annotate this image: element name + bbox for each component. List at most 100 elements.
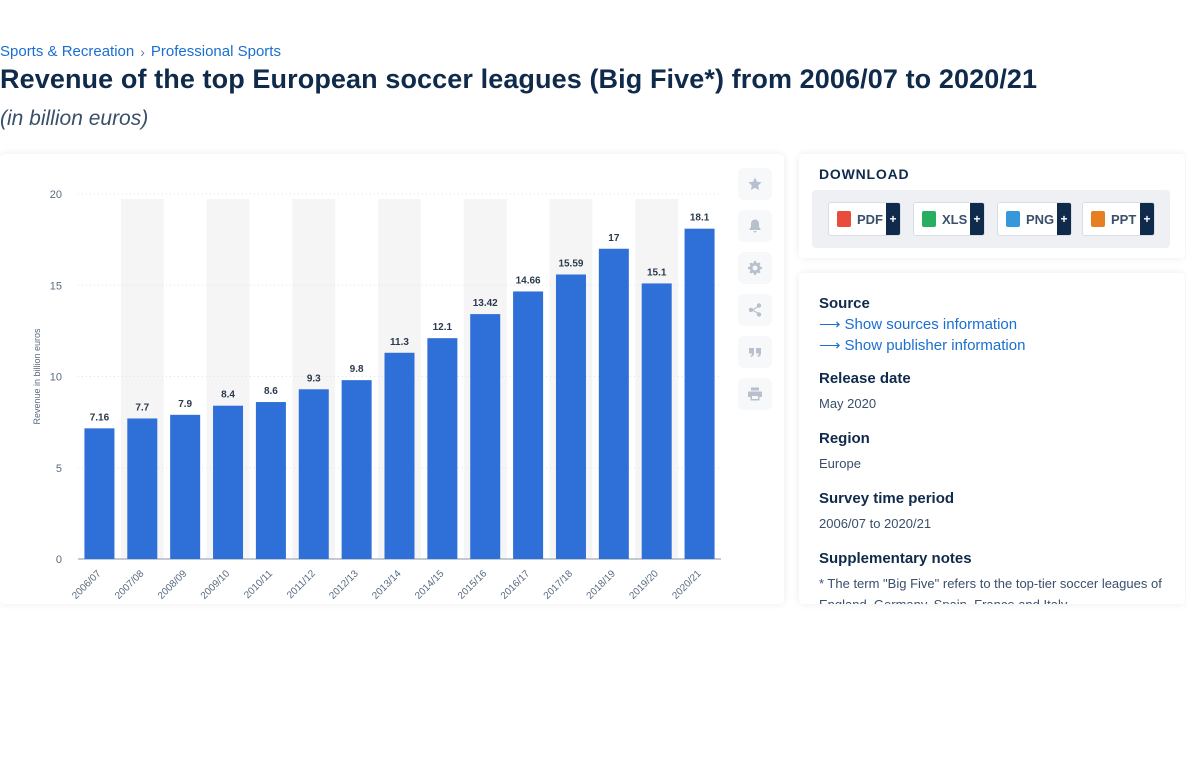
show-publisher-link[interactable]: ⟶ Show publisher information	[819, 336, 1169, 355]
data-label: 14.66	[516, 275, 541, 286]
x-tick-label: 2013/14	[370, 568, 404, 602]
download-xls-label: XLS	[942, 211, 968, 227]
bar-2009/10	[213, 405, 244, 559]
show-publisher-label: Show publisher information	[844, 336, 1026, 354]
y-tick-label: 10	[50, 372, 62, 384]
download-card: DOWNLOAD PDF + XLS + PNG + PPT +	[799, 154, 1185, 258]
supplementary-notes-heading: Supplementary notes	[819, 550, 972, 567]
x-tick-label: 2017/18	[542, 568, 576, 602]
download-xls-button[interactable]: XLS +	[913, 202, 985, 236]
bar-2016/17	[513, 291, 544, 559]
settings-button[interactable]	[738, 252, 772, 284]
statistic-info-card: Source ⟶ Show sources information ⟶ Show…	[799, 273, 1185, 604]
chart-toolbar	[738, 168, 772, 410]
data-label: 7.9	[178, 399, 192, 410]
page-subtitle: (in billion euros)	[0, 107, 149, 130]
x-tick-label: 2007/08	[113, 568, 147, 602]
x-tick-label: 2020/21	[670, 568, 704, 602]
xls-file-icon	[922, 211, 936, 227]
survey-period-section: Survey time period 2006/07 to 2020/21	[819, 490, 1169, 534]
cite-button[interactable]	[738, 336, 772, 368]
release-date-value: May 2020	[819, 396, 877, 411]
data-label: 12.1	[433, 322, 453, 333]
download-xls-plus: +	[970, 203, 984, 235]
show-sources-link[interactable]: ⟶ Show sources information	[819, 315, 1169, 334]
region-value: Europe	[819, 456, 861, 471]
y-tick-label: 20	[50, 189, 62, 201]
ppt-file-icon	[1091, 211, 1105, 227]
data-label: 11.3	[390, 337, 409, 348]
source-heading: Source	[819, 295, 870, 312]
x-tick-label: 2016/17	[499, 568, 533, 602]
bar-chart: 0 5 10 15 20 7.16 2006/07 7.7 2007/08 7.9 2008/09 8…	[32, 189, 721, 602]
arrow-right-icon: ⟶	[819, 316, 841, 333]
y-tick-label: 5	[56, 463, 62, 475]
breadcrumb-separator: ›	[140, 43, 145, 60]
y-axis-label: Revenue in billion euros	[32, 328, 42, 425]
data-label: 17	[608, 233, 620, 244]
data-label: 9.3	[307, 373, 321, 384]
breadcrumb-link-sports-recreation[interactable]: Sports & Recreation	[0, 43, 135, 60]
breadcrumb-link-professional-sports[interactable]: Professional Sports	[150, 43, 281, 60]
bar-2014/15	[427, 338, 458, 559]
pdf-file-icon	[837, 211, 851, 227]
print-icon	[748, 387, 762, 401]
download-png-button[interactable]: PNG +	[997, 202, 1072, 236]
chart-card: 0 5 10 15 20 7.16 2006/07 7.7 2007/08 7.9 2008/09 8…	[0, 154, 784, 604]
data-label: 8.4	[221, 390, 235, 401]
download-pdf-label: PDF	[857, 211, 883, 227]
data-label: 7.16	[90, 412, 110, 423]
x-tick-label: 2019/20	[627, 568, 661, 602]
download-ppt-button[interactable]: PPT +	[1082, 202, 1155, 236]
data-label: 15.1	[647, 267, 667, 278]
bar-2012/13	[341, 380, 372, 559]
download-pdf-button[interactable]: PDF +	[828, 202, 901, 236]
star-icon	[748, 177, 762, 190]
y-tick-label: 0	[56, 554, 62, 566]
source-section: Source ⟶ Show sources information ⟶ Show…	[819, 295, 1169, 354]
region-heading: Region	[819, 430, 870, 447]
download-pdf-plus: +	[886, 203, 900, 235]
gear-icon	[748, 261, 762, 275]
x-tick-label: 2006/07	[70, 568, 104, 602]
supplementary-notes-value: * The term "Big Five" refers to the top-…	[819, 576, 1162, 604]
x-tick-label: 2015/16	[456, 568, 490, 602]
png-file-icon	[1006, 211, 1020, 227]
bar-2019/20	[641, 283, 672, 559]
x-tick-label: 2011/12	[285, 568, 318, 601]
bar-2010/11	[255, 402, 286, 559]
breadcrumb: Sports & Recreation › Professional Sport…	[0, 43, 281, 60]
release-date-heading: Release date	[819, 370, 911, 387]
download-png-plus: +	[1057, 203, 1071, 235]
page-title: Revenue of the top European soccer leagu…	[0, 64, 1038, 94]
bar-2020/21	[684, 228, 715, 560]
data-label: 15.59	[558, 258, 583, 269]
bar-2006/07	[84, 428, 115, 559]
download-options: PDF + XLS + PNG + PPT +	[812, 190, 1170, 248]
notification-button[interactable]	[738, 210, 772, 242]
x-tick-label: 2009/10	[199, 568, 233, 602]
data-label: 9.8	[350, 364, 364, 375]
bar-2013/14	[384, 352, 415, 559]
data-label: 13.42	[473, 298, 498, 309]
bar-2017/18	[555, 274, 586, 559]
share-icon	[748, 303, 762, 317]
x-tick-label: 2014/15	[413, 568, 447, 602]
arrow-right-icon: ⟶	[819, 337, 841, 354]
bell-icon	[749, 219, 761, 233]
region-section: Region Europe	[819, 430, 1169, 474]
x-tick-label: 2010/11	[242, 568, 275, 601]
download-ppt-plus: +	[1140, 203, 1154, 235]
survey-period-value: 2006/07 to 2020/21	[819, 516, 932, 531]
download-png-label: PNG	[1026, 211, 1055, 227]
bar-2007/08	[127, 418, 158, 559]
x-tick-label: 2008/09	[156, 568, 190, 602]
download-ppt-label: PPT	[1111, 211, 1137, 227]
share-button[interactable]	[738, 294, 772, 326]
data-label: 18.1	[690, 213, 710, 224]
bar-2015/16	[470, 314, 501, 559]
data-label: 8.6	[264, 386, 278, 397]
print-button[interactable]	[738, 378, 772, 410]
supplementary-notes-section: Supplementary notes * The term "Big Five…	[819, 550, 1169, 604]
favorite-button[interactable]	[738, 168, 772, 200]
